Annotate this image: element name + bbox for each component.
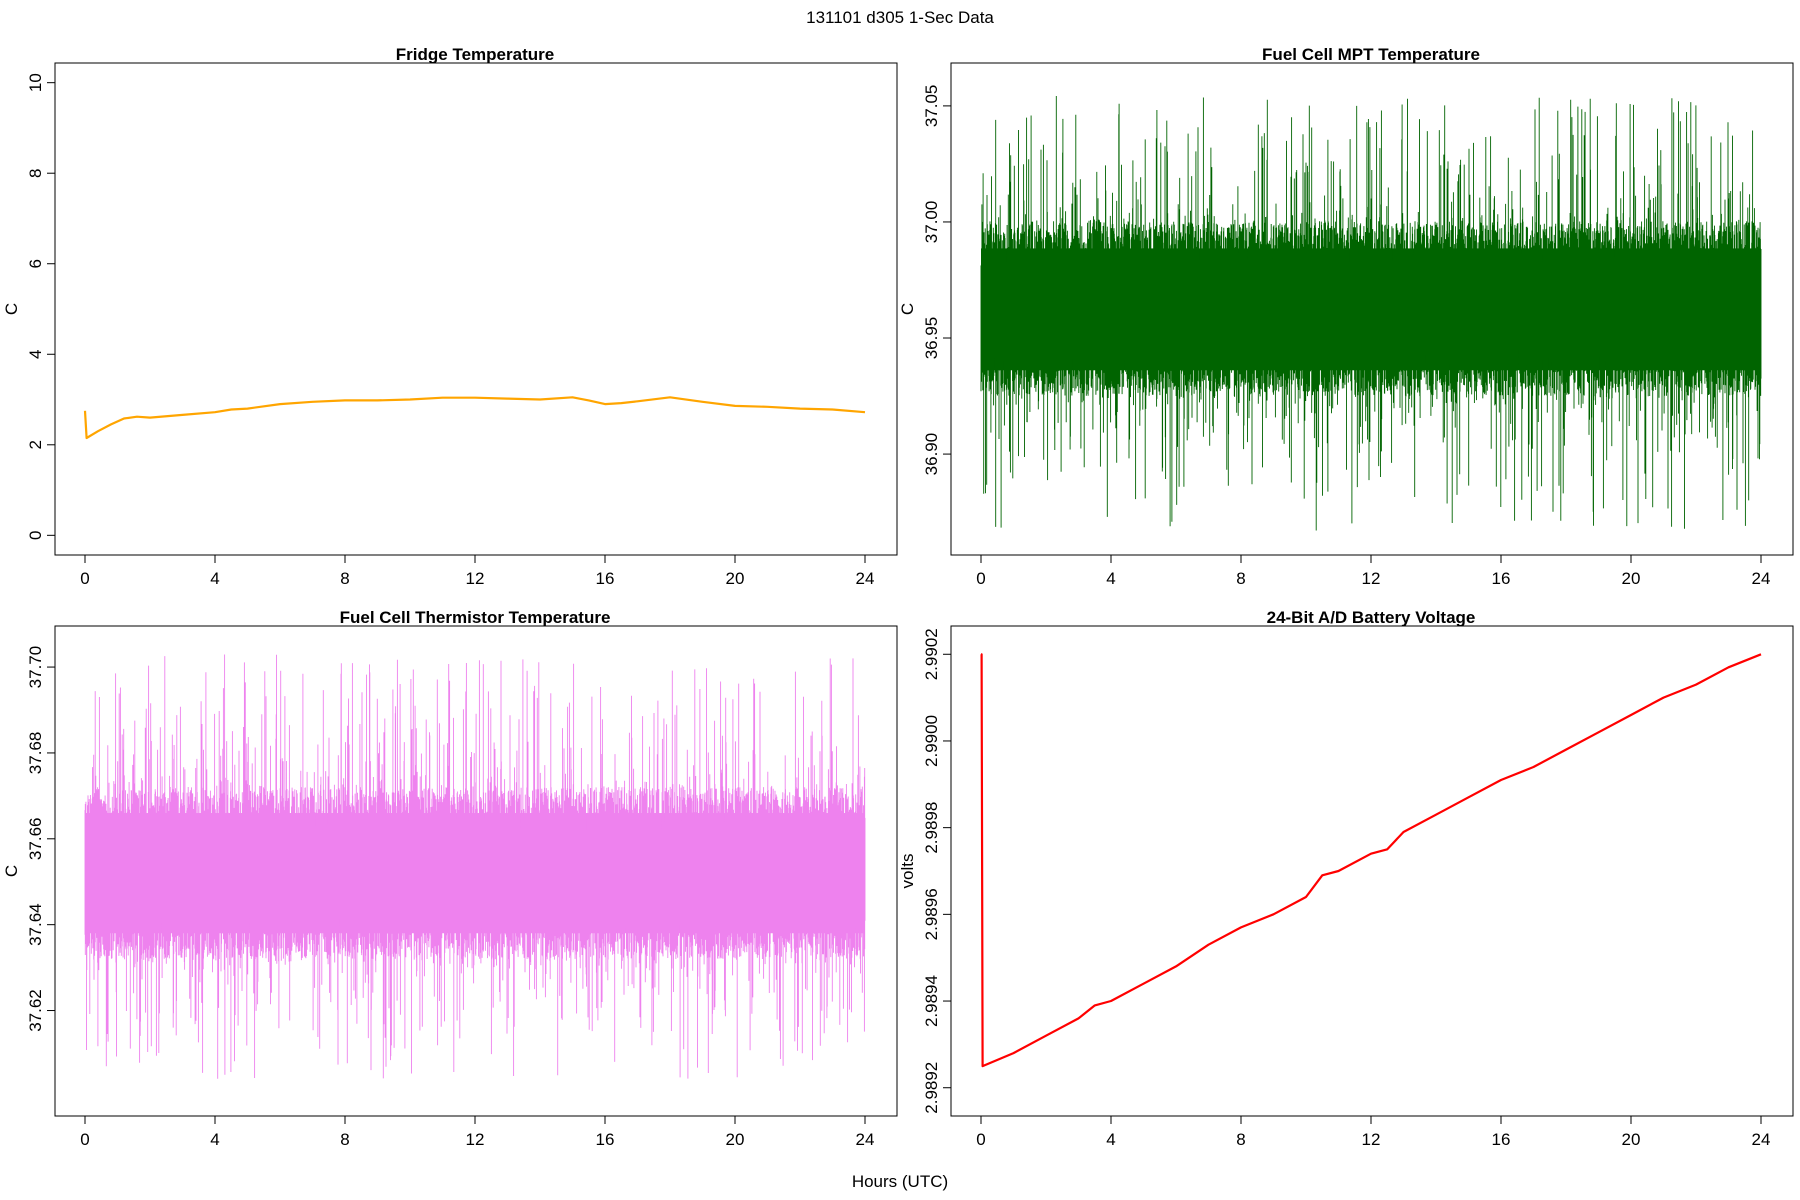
x-tick-label: 12 <box>466 569 485 588</box>
y-tick-label: 2.9900 <box>922 715 941 767</box>
y-tick-label: 37.70 <box>26 646 45 689</box>
y-tick-label: 0 <box>26 531 45 540</box>
x-tick-label: 4 <box>210 1130 219 1149</box>
y-tick-label: 4 <box>26 350 45 359</box>
panel-title: Fuel Cell Thermistor Temperature <box>340 608 611 627</box>
series-group <box>83 396 866 440</box>
x-tick-label: 8 <box>1236 1130 1245 1149</box>
x-tick-label: 0 <box>976 1130 985 1149</box>
x-tick-label: 8 <box>1236 569 1245 588</box>
x-tick-label: 0 <box>80 569 89 588</box>
y-tick-label: 2.9892 <box>922 1062 941 1114</box>
x-tick-label: 4 <box>1106 1130 1115 1149</box>
y-axis-label: C <box>2 303 21 315</box>
panel-title: Fuel Cell MPT Temperature <box>1262 45 1480 64</box>
y-tick-label: 2.9902 <box>922 628 941 680</box>
y-tick-label: 37.64 <box>26 903 45 946</box>
y-tick-label: 36.90 <box>922 433 941 476</box>
y-axis-label: C <box>898 303 917 315</box>
x-tick-label: 20 <box>1622 569 1641 588</box>
y-tick-label: 10 <box>26 73 45 92</box>
x-tick-label: 0 <box>976 569 985 588</box>
panel-battery-voltage: 24-Bit A/D Battery Voltage volts 0 4 8 12 16… <box>898 608 1794 1149</box>
series-group <box>84 654 866 1079</box>
x-tick-label: 12 <box>466 1130 485 1149</box>
panel-fuel-cell-thermistor-temperature: Fuel Cell Thermistor Temperature C 0 4 8 12… <box>2 608 898 1149</box>
series-group <box>980 653 1762 1068</box>
plot-frame <box>54 62 898 556</box>
y-tick-label: 2 <box>26 440 45 449</box>
plot-frame <box>950 625 1794 1117</box>
x-tick-label: 12 <box>1362 569 1381 588</box>
x-tick-label: 16 <box>596 569 615 588</box>
y-tick-label: 2.9896 <box>922 888 941 940</box>
series-line <box>83 396 866 440</box>
panel-fuel-cell-mpt-temperature: Fuel Cell MPT Temperature C 0 4 8 12 16 20 24 3… <box>898 45 1794 588</box>
y-tick-label: 37.00 <box>922 201 941 244</box>
y-tick-label: 36.95 <box>922 317 941 360</box>
axes-group: 0 4 8 12 16 20 24 2.9892 2.9894 2.9896 2.9898 2.990… <box>922 628 1770 1149</box>
figure-suptitle: 131101 d305 1-Sec Data <box>806 8 994 27</box>
y-tick-label: 6 <box>26 259 45 268</box>
panel-title: 24-Bit A/D Battery Voltage <box>1267 608 1476 627</box>
x-tick-label: 8 <box>340 1130 349 1149</box>
series-line <box>980 96 1762 531</box>
x-tick-label: 16 <box>1492 569 1511 588</box>
series-line <box>84 654 866 1079</box>
x-tick-label: 8 <box>340 569 349 588</box>
x-tick-label: 4 <box>210 569 219 588</box>
x-tick-label: 20 <box>1622 1130 1641 1149</box>
axes-group: 0 4 8 12 16 20 24 37.62 37.64 37.66 37.68 37.70 <box>26 646 874 1149</box>
y-tick-label: 2.9894 <box>922 975 941 1027</box>
y-tick-label: 2.9898 <box>922 802 941 854</box>
x-tick-label: 16 <box>1492 1130 1511 1149</box>
x-tick-label: 24 <box>856 1130 875 1149</box>
y-tick-label: 37.68 <box>26 732 45 775</box>
series-group <box>980 96 1762 531</box>
x-tick-label: 0 <box>80 1130 89 1149</box>
figure-x-axis-label: Hours (UTC) <box>852 1172 948 1191</box>
series-line <box>980 653 1762 1068</box>
y-tick-label: 37.66 <box>26 818 45 861</box>
y-tick-label: 37.05 <box>922 85 941 128</box>
y-tick-label: 8 <box>26 168 45 177</box>
x-tick-label: 16 <box>596 1130 615 1149</box>
y-tick-label: 37.62 <box>26 989 45 1032</box>
x-tick-label: 20 <box>726 569 745 588</box>
axes-group: 0 4 8 12 16 20 24 36.90 36.95 37.00 37.05 <box>922 85 1770 588</box>
x-tick-label: 12 <box>1362 1130 1381 1149</box>
x-tick-label: 20 <box>726 1130 745 1149</box>
panel-title: Fridge Temperature <box>396 45 554 64</box>
x-tick-label: 24 <box>1752 1130 1771 1149</box>
x-tick-label: 4 <box>1106 569 1115 588</box>
x-tick-label: 24 <box>1752 569 1771 588</box>
y-axis-label: volts <box>898 854 917 889</box>
x-tick-label: 24 <box>856 569 875 588</box>
y-axis-label: C <box>2 865 21 877</box>
